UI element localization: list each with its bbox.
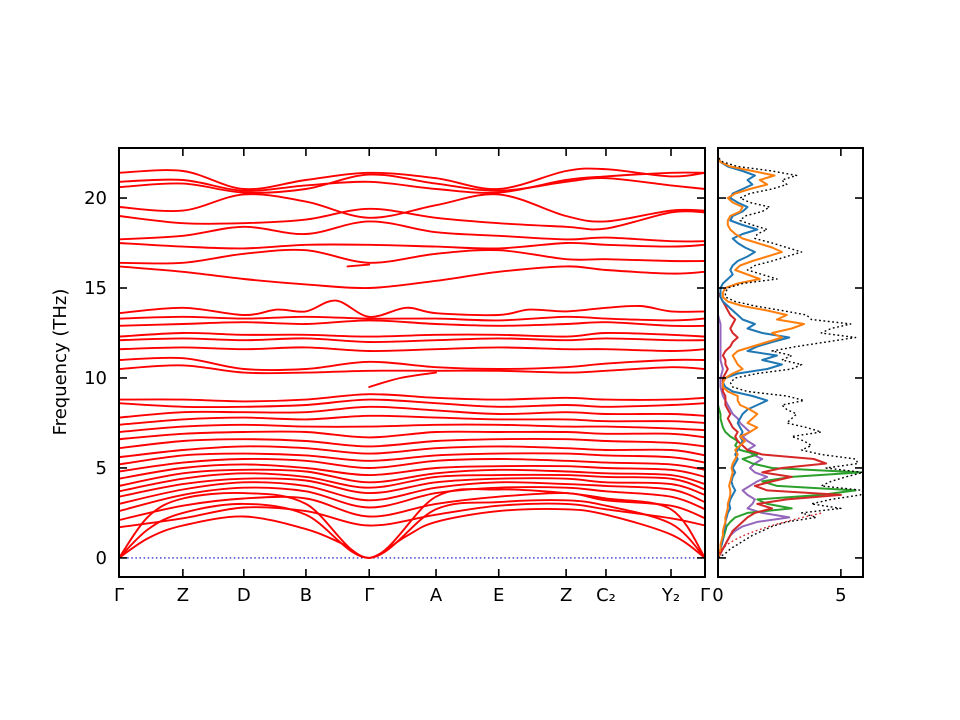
kpoint-label-0: Γ	[114, 585, 124, 606]
phonon-band	[118, 463, 706, 480]
phonon-band	[118, 452, 706, 466]
phonon-band	[118, 315, 706, 322]
freq-tick-label: 15	[84, 278, 107, 299]
phonon-band	[118, 171, 706, 194]
phonon-band	[118, 488, 706, 559]
phonon-band	[118, 468, 706, 487]
phonon-band	[118, 430, 706, 441]
phonon-band	[118, 332, 706, 338]
kpoint-label-4: Γ	[364, 585, 374, 606]
kpoint-label-3: B	[300, 585, 312, 606]
phonon-band	[118, 499, 706, 559]
phonon-band	[346, 263, 371, 268]
dos-curve-pdos-orange	[717, 148, 805, 559]
kpoint-label-8: C₂	[596, 585, 616, 606]
phonon-band	[118, 167, 706, 191]
kpoint-label-9: Y₂	[661, 585, 680, 606]
phonon-band	[118, 438, 706, 450]
phonon-band	[118, 414, 706, 426]
kpoint-label-7: Z	[560, 585, 572, 606]
phonon-band	[118, 364, 706, 375]
dos-xtick-label: 0	[712, 585, 723, 606]
phonon-band	[118, 502, 706, 529]
kpoint-label-1: Z	[177, 585, 189, 606]
dos-axes-frame	[717, 147, 864, 578]
phonon-band	[118, 393, 706, 403]
freq-tick-label: 5	[96, 458, 107, 479]
phonon-band	[118, 457, 706, 473]
phonon-band	[118, 248, 706, 265]
phonon-band	[118, 405, 706, 419]
phonon-band	[118, 173, 706, 194]
phonon-band	[118, 193, 706, 223]
phonon-band	[118, 486, 706, 513]
dos-xtick-label: 5	[835, 585, 846, 606]
kpoint-label-2: D	[237, 585, 251, 606]
dos-curve-dos-debye-model	[717, 512, 823, 559]
kpoint-label-6: E	[493, 585, 504, 606]
phonon-band	[118, 265, 706, 290]
phonon-band	[118, 337, 706, 343]
phonon-band	[118, 492, 706, 522]
dos-curve-pdos-blue	[717, 148, 791, 559]
phonon-band	[118, 346, 706, 352]
phonon-band	[368, 371, 437, 388]
phonon-band	[118, 356, 706, 372]
phonon-band	[118, 472, 706, 493]
kpoint-label-5: A	[430, 585, 443, 606]
phonon-band	[118, 319, 706, 328]
phonon-band	[118, 241, 706, 250]
band-structure-panel	[118, 167, 706, 559]
phonon-band	[118, 477, 706, 498]
kpoint-label-10: Γ	[700, 585, 710, 606]
phonon-band	[118, 481, 706, 505]
phonon-band	[118, 398, 706, 409]
phonon-band	[118, 445, 706, 459]
phonon-band	[118, 220, 706, 243]
dos-panel	[717, 148, 864, 559]
dos-curve-pdos-purple	[717, 148, 791, 559]
band-axes-frame	[118, 147, 706, 578]
phonon-band	[118, 508, 706, 559]
freq-tick-label: 10	[84, 368, 107, 389]
freq-tick-label: 20	[84, 188, 107, 209]
dos-curve-pdos-green	[717, 148, 862, 559]
freq-tick-label: 0	[96, 548, 107, 569]
phonon-band	[118, 207, 706, 231]
phonon-band	[118, 423, 706, 433]
phonon-band	[118, 299, 706, 318]
y-axis-label: Frequency (THz)	[50, 289, 71, 436]
